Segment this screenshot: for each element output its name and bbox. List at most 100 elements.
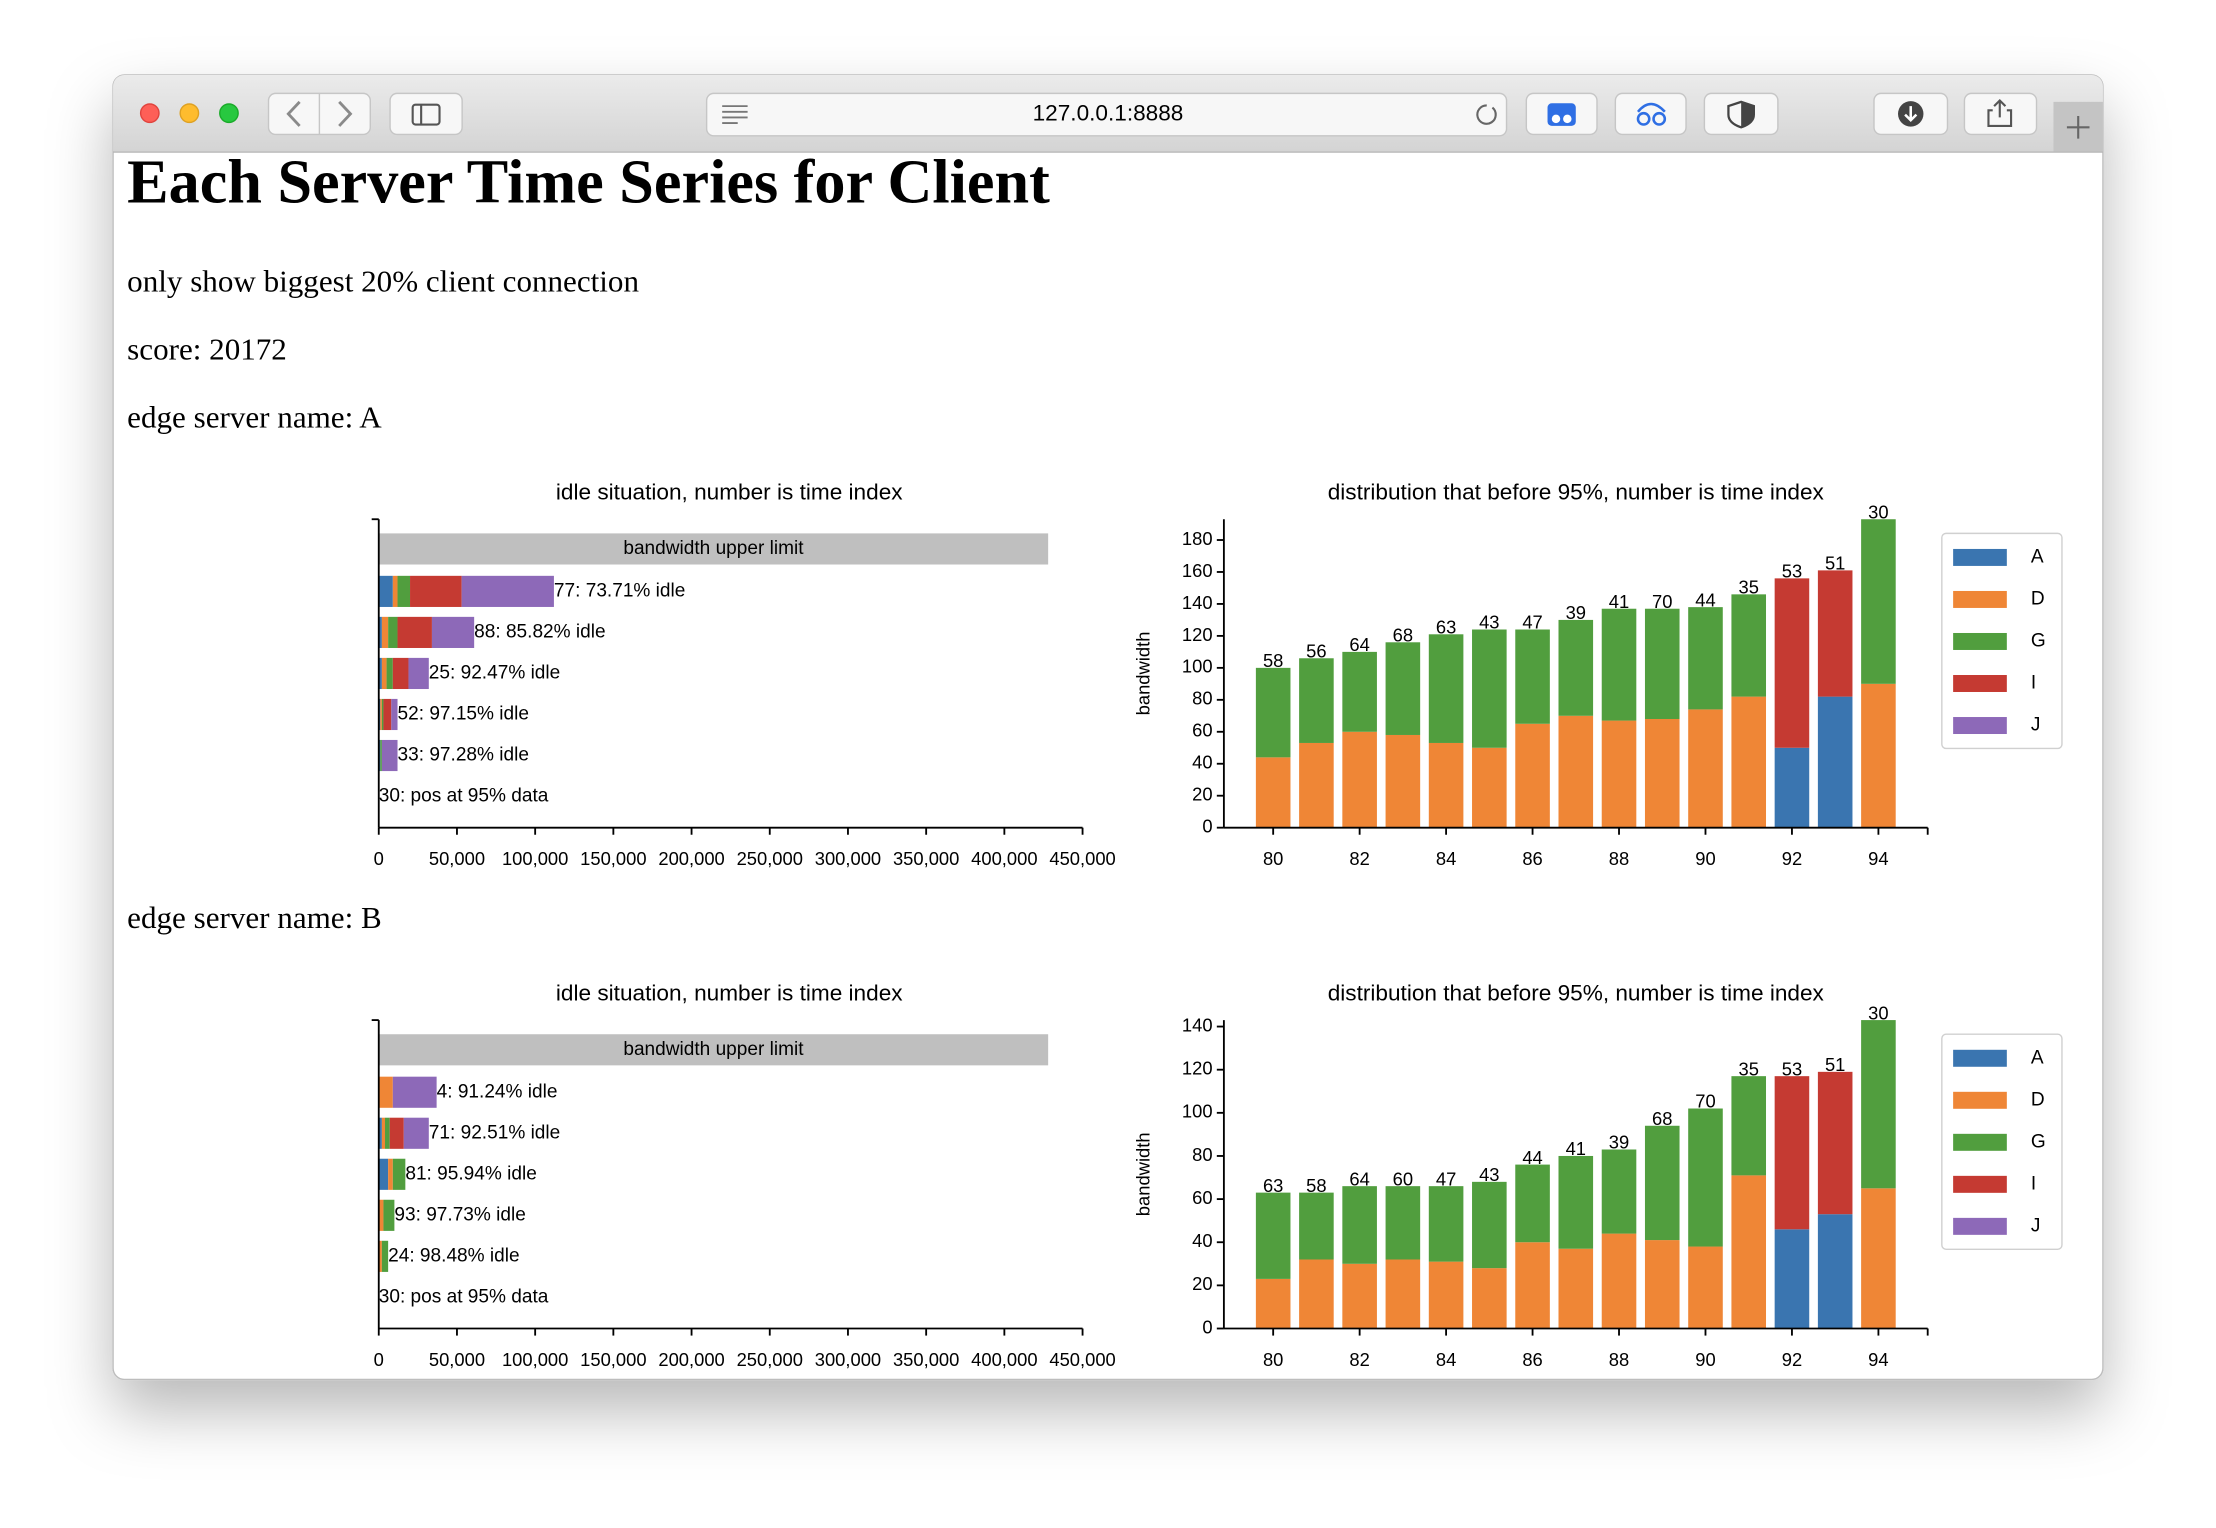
bar-segment (1428, 634, 1464, 743)
bar-annotation: 63 (1436, 616, 1456, 637)
x-tick-label: 88 (1609, 848, 1629, 869)
address-bar[interactable] (705, 92, 1508, 137)
close-button[interactable] (139, 103, 160, 124)
x-tick-label: 82 (1349, 1349, 1369, 1370)
bar-segment (1299, 742, 1334, 828)
bar-segment (1644, 1125, 1680, 1241)
bar-segment (461, 575, 554, 607)
zoom-button[interactable] (219, 103, 239, 124)
x-tick-label: 400,000 (971, 1349, 1037, 1370)
bar-segment (1601, 1233, 1637, 1329)
y-tick-label: 20 (1192, 1273, 1212, 1294)
bar-annotation: 56 (1306, 640, 1326, 661)
y-tick-label: 120 (1182, 1058, 1213, 1079)
bar-segment (381, 657, 387, 690)
x-tick-label: 50,000 (429, 1349, 485, 1370)
legend-label: I (2031, 1173, 2036, 1194)
url: 127.0.0.1:8888 (1033, 101, 1184, 126)
bar-segment (389, 1117, 404, 1149)
upper-limit-label: bandwidth upper limit (623, 1039, 804, 1060)
chart-title: idle situation, number is time index (556, 981, 903, 1006)
bar-annotation: 41 (1609, 591, 1629, 612)
bar-segment (378, 616, 382, 648)
legend-label: I (2031, 673, 2036, 694)
back-button[interactable] (286, 100, 301, 127)
y-tick-label: 60 (1192, 720, 1212, 741)
bar-segment (1472, 629, 1507, 748)
bar-segment (1861, 683, 1896, 828)
chart-title: idle situation, number is time index (556, 480, 903, 505)
bar-segment (386, 657, 393, 690)
bar-segment (1385, 1259, 1421, 1329)
y-tick-label: 180 (1182, 528, 1213, 549)
sidebar-button[interactable] (389, 92, 463, 136)
legend-label: A (2031, 1047, 2044, 1068)
bar-segment (1817, 696, 1853, 828)
bar-segment (1385, 1186, 1421, 1260)
bar-label: 4: 91.24% idle (437, 1081, 558, 1102)
legend-swatch (1953, 675, 2007, 692)
bar-label: 52: 97.15% idle (398, 704, 529, 725)
bar-annotation: 53 (1782, 561, 1802, 582)
legend-label: J (2031, 715, 2041, 736)
bar-segment (392, 1076, 437, 1108)
bar-label: 25: 92.47% idle (429, 662, 560, 683)
extension-button[interactable] (1614, 92, 1687, 136)
extension-icon-dot (1551, 114, 1561, 124)
bar-segment (1255, 667, 1291, 758)
bar-segment (397, 616, 432, 648)
bar-segment (397, 575, 411, 607)
bar-annotation: 63 (1263, 1175, 1283, 1196)
bar-segment (392, 657, 409, 690)
bar-segment (1515, 629, 1550, 724)
x-tick-label: 0 (374, 848, 384, 869)
bar-segment (1255, 1278, 1291, 1329)
bar-annotation: 30 (1868, 1002, 1888, 1023)
bar-segment (1601, 608, 1637, 721)
page-title: Each Server Time Series for Client (127, 148, 1050, 216)
y-tick-label: 160 (1182, 560, 1213, 581)
bar-annotation: 43 (1479, 1164, 1499, 1185)
bar-segment (1558, 1248, 1594, 1329)
bar-segment (378, 1158, 389, 1190)
bar-segment (1774, 1229, 1810, 1329)
x-tick-label: 80 (1263, 848, 1283, 869)
x-tick-label: 250,000 (737, 848, 803, 869)
legend-label: G (2031, 1131, 2046, 1152)
bar-segment (1428, 1261, 1464, 1329)
minimize-button[interactable] (179, 103, 200, 124)
y-tick-label: 120 (1182, 624, 1213, 645)
bar-segment (1731, 696, 1767, 828)
bar-annotation: 39 (1609, 1132, 1629, 1153)
bar-segment (1342, 651, 1377, 732)
x-tick-label: 200,000 (658, 848, 724, 869)
x-tick-label: 80 (1263, 1349, 1283, 1370)
page-subtitle: only show biggest 20% client connection (127, 264, 639, 299)
bar-segment (1774, 1076, 1810, 1230)
reload-button[interactable] (1476, 104, 1497, 125)
x-tick-label: 92 (1782, 1349, 1802, 1370)
bar-segment (388, 1158, 393, 1190)
bar-segment (1255, 757, 1291, 828)
legend-swatch (1953, 1133, 2007, 1151)
bar-annotation: 35 (1738, 577, 1758, 598)
bar-label: 77: 73.71% idle (554, 580, 685, 601)
forward-button[interactable] (338, 100, 353, 127)
bar-annotation: 51 (1825, 553, 1845, 574)
bar-segment (1731, 594, 1767, 697)
x-tick-label: 86 (1522, 1349, 1542, 1370)
bar-segment (1342, 731, 1377, 828)
bar-annotation: 70 (1695, 1091, 1715, 1112)
bar-segment (408, 657, 429, 690)
y-tick-label: 80 (1192, 688, 1212, 709)
upper-limit-bar (378, 1034, 1049, 1066)
chart-title: distribution that before 95%, number is … (1328, 981, 1825, 1006)
upper-limit-bar (378, 533, 1049, 565)
legend-swatch (1953, 1049, 2007, 1067)
bar-annotation: 64 (1349, 1168, 1369, 1189)
x-tick-label: 90 (1695, 848, 1715, 869)
download-arrow (1904, 106, 1918, 123)
bar-segment (1385, 734, 1421, 828)
bar-segment (380, 739, 382, 772)
reader-icon[interactable] (722, 105, 748, 125)
